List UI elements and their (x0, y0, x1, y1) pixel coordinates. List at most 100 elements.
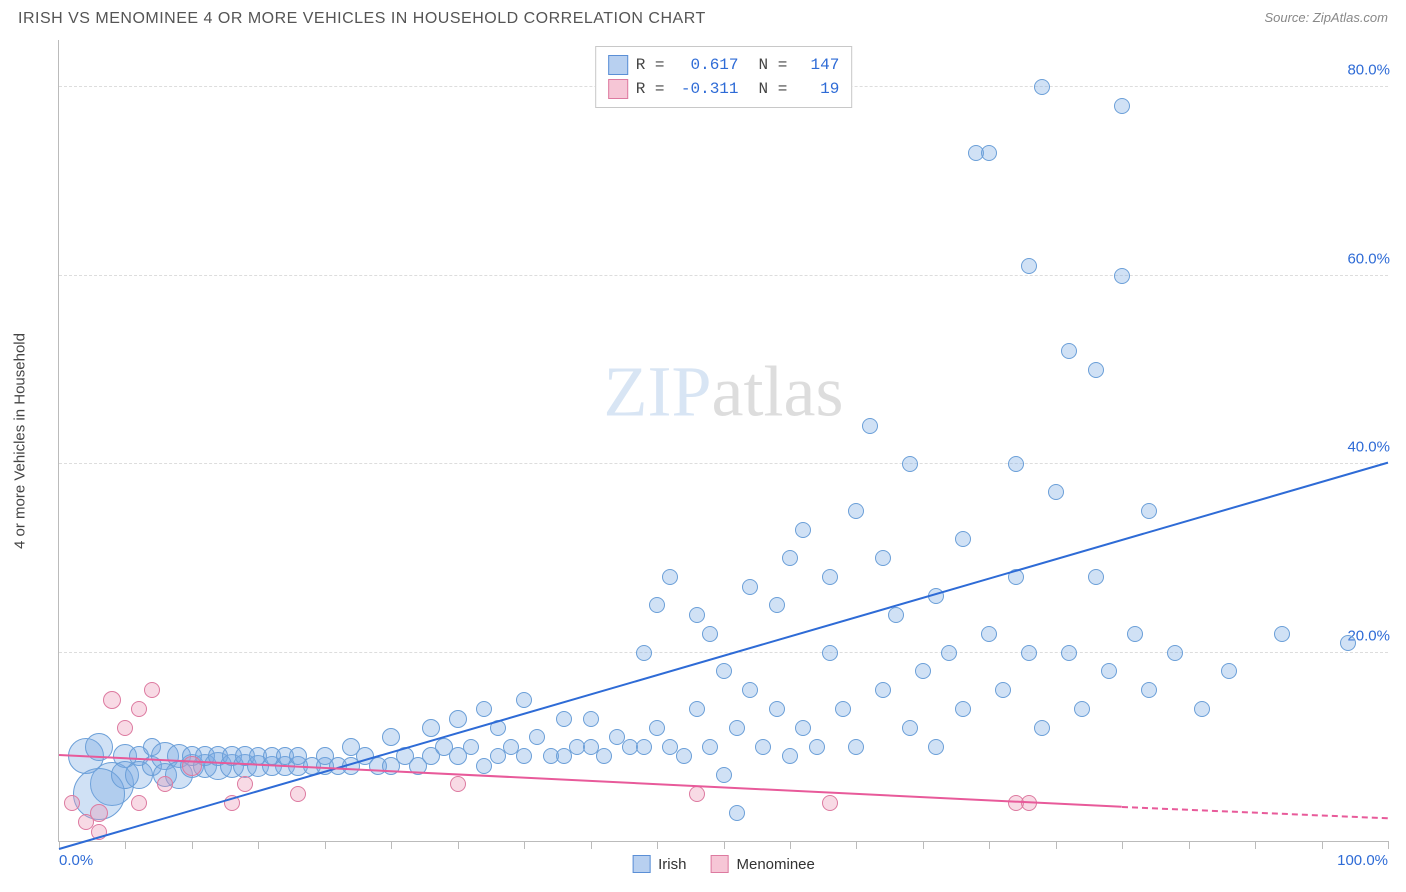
data-point (888, 607, 904, 623)
data-point (1088, 362, 1104, 378)
data-point (662, 569, 678, 585)
data-point (875, 682, 891, 698)
data-point (1127, 626, 1143, 642)
data-point (144, 682, 160, 698)
x-tick (1322, 841, 1323, 849)
data-point (636, 739, 652, 755)
series-legend: IrishMenominee (632, 855, 815, 873)
data-point (716, 663, 732, 679)
stats-legend: R =0.617N =147R =-0.311N =19 (595, 46, 853, 108)
data-point (182, 756, 202, 776)
data-point (449, 710, 467, 728)
watermark: ZIPatlas (604, 351, 844, 434)
y-axis-label: 4 or more Vehicles in Household (12, 333, 29, 549)
gridline (59, 652, 1388, 653)
data-point (702, 739, 718, 755)
data-point (1021, 258, 1037, 274)
data-point (902, 720, 918, 736)
data-point (422, 719, 440, 737)
x-tick (790, 841, 791, 849)
legend-label: Menominee (736, 856, 814, 873)
data-point (795, 720, 811, 736)
data-point (795, 522, 811, 538)
data-point (1274, 626, 1290, 642)
r-value: 0.617 (673, 53, 739, 77)
data-point (131, 701, 147, 717)
x-tick (458, 841, 459, 849)
trend-line (59, 462, 1389, 850)
data-point (835, 701, 851, 717)
data-point (769, 597, 785, 613)
n-label: N = (759, 77, 788, 101)
x-tick (325, 841, 326, 849)
data-point (875, 550, 891, 566)
data-point (382, 728, 400, 746)
data-point (995, 682, 1011, 698)
x-tick (591, 841, 592, 849)
data-point (103, 691, 121, 709)
chart-container: 4 or more Vehicles in Household ZIPatlas… (48, 40, 1388, 842)
data-point (290, 786, 306, 802)
data-point (131, 795, 147, 811)
data-point (782, 748, 798, 764)
data-point (902, 456, 918, 472)
data-point (583, 711, 599, 727)
data-point (955, 531, 971, 547)
legend-swatch (632, 855, 650, 873)
data-point (450, 776, 466, 792)
data-point (862, 418, 878, 434)
data-point (529, 729, 545, 745)
data-point (556, 711, 572, 727)
x-tick-label: 100.0% (1337, 852, 1388, 869)
data-point (981, 145, 997, 161)
legend-swatch (608, 79, 628, 99)
data-point (729, 805, 745, 821)
stats-legend-row: R =-0.311N =19 (608, 77, 840, 101)
x-tick (1255, 841, 1256, 849)
data-point (702, 626, 718, 642)
data-point (1141, 682, 1157, 698)
r-label: R = (636, 53, 665, 77)
y-tick-label: 40.0% (1347, 439, 1390, 456)
data-point (915, 663, 931, 679)
data-point (1221, 663, 1237, 679)
x-tick (391, 841, 392, 849)
x-tick-label: 0.0% (59, 852, 93, 869)
watermark-zip: ZIP (604, 352, 712, 432)
x-tick (524, 841, 525, 849)
data-point (729, 720, 745, 736)
source-prefix: Source: (1264, 10, 1312, 25)
data-point (716, 767, 732, 783)
x-tick (1122, 841, 1123, 849)
data-point (1074, 701, 1090, 717)
x-tick (192, 841, 193, 849)
data-point (1008, 456, 1024, 472)
data-point (689, 786, 705, 802)
legend-swatch (608, 55, 628, 75)
data-point (516, 748, 532, 764)
data-point (1034, 720, 1050, 736)
plot-area: ZIPatlas R =0.617N =147R =-0.311N =19 Ir… (58, 40, 1388, 842)
y-tick-label: 80.0% (1347, 62, 1390, 79)
data-point (809, 739, 825, 755)
data-point (64, 795, 80, 811)
data-point (1340, 635, 1356, 651)
data-point (596, 748, 612, 764)
data-point (1021, 645, 1037, 661)
source-link[interactable]: ZipAtlas.com (1313, 10, 1388, 25)
x-tick (724, 841, 725, 849)
data-point (157, 776, 173, 792)
r-label: R = (636, 77, 665, 101)
n-label: N = (759, 53, 788, 77)
trend-line-extrapolated (1122, 806, 1388, 819)
x-tick (125, 841, 126, 849)
gridline (59, 275, 1388, 276)
data-point (755, 739, 771, 755)
data-point (676, 748, 692, 764)
legend-swatch (710, 855, 728, 873)
n-value: 19 (795, 77, 839, 101)
data-point (1194, 701, 1210, 717)
data-point (649, 720, 665, 736)
data-point (689, 607, 705, 623)
data-point (822, 569, 838, 585)
